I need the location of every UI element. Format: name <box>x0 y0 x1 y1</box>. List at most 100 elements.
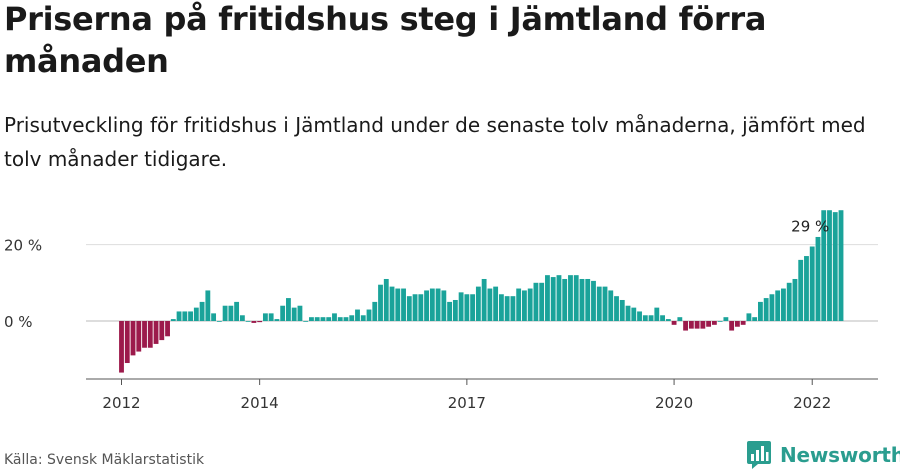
bar <box>355 309 360 321</box>
bar <box>527 288 533 321</box>
bar <box>389 286 395 321</box>
bar <box>585 278 591 321</box>
bar <box>159 321 165 341</box>
bar <box>222 305 228 321</box>
bar <box>320 317 326 321</box>
bar <box>136 321 142 352</box>
bar <box>119 321 124 373</box>
bar <box>378 284 383 321</box>
bar <box>700 321 706 329</box>
bar <box>286 298 291 321</box>
bar <box>406 296 412 321</box>
bar <box>752 317 758 321</box>
bar <box>412 294 418 321</box>
bar <box>498 294 504 321</box>
bar <box>291 307 297 321</box>
bar <box>665 319 671 321</box>
bar <box>493 286 499 321</box>
bar <box>798 259 804 321</box>
bar <box>573 275 579 321</box>
bar <box>660 315 665 321</box>
bar <box>441 290 447 321</box>
axis-labels: 0 % 20 % 2012 2014 2017 2020 2022 29 % <box>4 218 831 412</box>
bar <box>245 321 251 322</box>
bar <box>257 321 263 323</box>
bar <box>504 296 510 321</box>
bar <box>596 286 602 321</box>
bar <box>786 282 792 321</box>
bar <box>631 307 637 321</box>
bar <box>337 317 343 321</box>
bar <box>228 305 234 321</box>
bar <box>804 256 809 321</box>
bar <box>274 319 280 321</box>
bar <box>648 315 654 321</box>
bar <box>619 299 625 321</box>
bar <box>717 321 723 322</box>
bar <box>694 321 700 329</box>
bar <box>545 275 550 321</box>
value-annotation: 29 % <box>791 218 829 236</box>
bar <box>401 288 406 321</box>
bar-chart-logo-icon <box>747 441 771 469</box>
bar <box>234 301 240 321</box>
y-tick-label: 0 % <box>4 313 33 331</box>
x-tick-label: 2012 <box>102 394 140 412</box>
bar <box>170 319 176 321</box>
bar <box>533 282 539 321</box>
bar <box>188 311 193 321</box>
bars <box>119 210 844 373</box>
bar <box>769 294 775 321</box>
bar <box>550 277 556 321</box>
chart-title: Priserna på fritidshus steg i Jämtland f… <box>4 0 767 80</box>
bar <box>838 210 844 321</box>
bar <box>625 305 631 321</box>
bar <box>165 321 170 337</box>
bar <box>568 275 573 321</box>
bar <box>671 321 677 325</box>
bar <box>418 294 424 321</box>
x-axis <box>86 378 878 385</box>
bar <box>677 317 683 321</box>
bar <box>372 301 378 321</box>
x-tick-label: 2014 <box>241 394 279 412</box>
bar-chart: 0 % 20 % 2012 2014 2017 2020 2022 29 % <box>4 210 878 412</box>
bar <box>516 288 522 321</box>
bar <box>182 311 188 321</box>
bar <box>452 299 458 321</box>
bar <box>740 321 746 325</box>
bar <box>464 294 470 321</box>
bar <box>297 305 303 321</box>
bar <box>556 275 562 321</box>
bar <box>447 301 453 321</box>
bar <box>539 282 545 321</box>
bar <box>280 305 286 321</box>
bar <box>832 212 838 321</box>
bar <box>147 321 153 348</box>
bar <box>216 321 222 322</box>
bar <box>383 278 389 321</box>
bar <box>309 317 314 321</box>
bar <box>268 313 274 321</box>
bar <box>211 313 217 321</box>
bar <box>706 321 712 327</box>
bar <box>763 298 769 321</box>
bar <box>746 313 752 321</box>
bar <box>239 315 245 321</box>
bar <box>326 317 332 321</box>
bar <box>734 321 740 327</box>
bar <box>654 307 660 321</box>
bar <box>775 290 781 321</box>
bar <box>262 313 268 321</box>
bar <box>642 315 648 321</box>
bar <box>429 288 435 321</box>
bar <box>251 321 257 323</box>
bar <box>349 315 355 321</box>
brand-name: Newsworthy <box>780 443 900 467</box>
bar <box>510 296 516 321</box>
bar <box>614 296 619 321</box>
bar <box>130 321 136 356</box>
bar <box>435 288 441 321</box>
bar <box>360 315 366 321</box>
bar <box>711 321 717 325</box>
